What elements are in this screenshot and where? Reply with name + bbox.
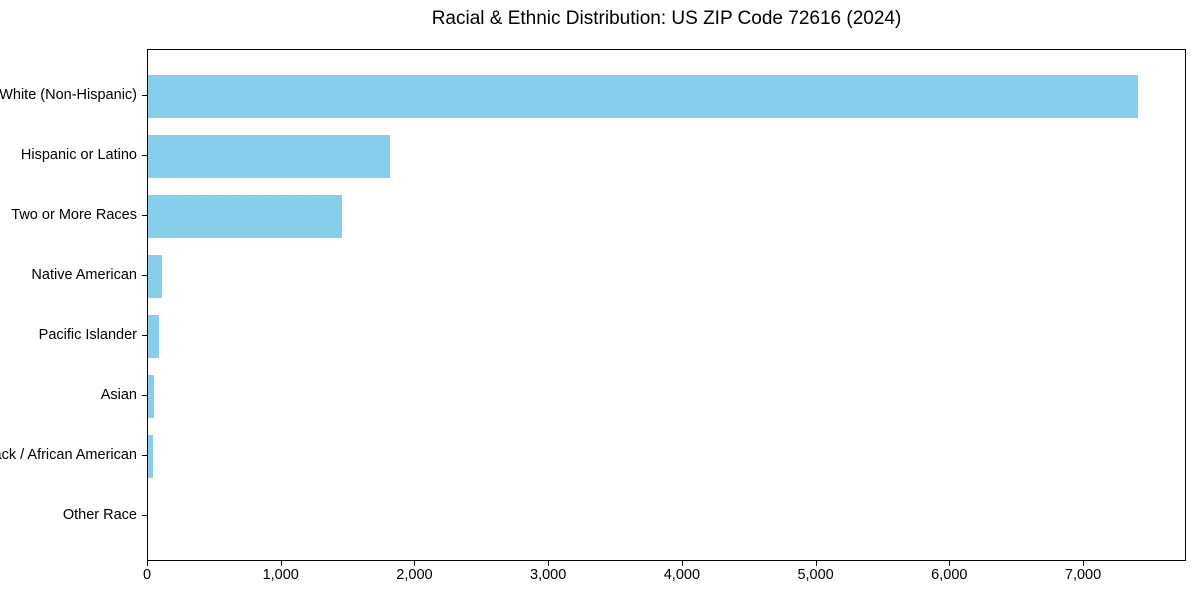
y-tick-label: White (Non-Hispanic) bbox=[0, 87, 137, 103]
bar-hispanic-or-latino bbox=[148, 134, 391, 178]
y-tick-label: Pacific Islander bbox=[38, 327, 137, 343]
y-tick-label: Native American bbox=[31, 267, 137, 283]
y-tick-mark bbox=[142, 155, 147, 156]
x-tick-mark bbox=[681, 561, 683, 566]
y-tick-label: Other Race bbox=[62, 507, 137, 523]
x-tick-mark bbox=[280, 561, 282, 566]
x-tick-label: 3,000 bbox=[530, 567, 567, 583]
bar-black-african-american bbox=[148, 434, 153, 478]
x-tick-label: 2,000 bbox=[396, 567, 433, 583]
y-tick-label: Two or More Races bbox=[11, 207, 137, 223]
y-tick-label: Hispanic or Latino bbox=[20, 147, 137, 163]
y-tick-label: Asian bbox=[100, 387, 137, 403]
x-tick-label: 6,000 bbox=[931, 567, 968, 583]
y-tick-mark bbox=[142, 95, 147, 96]
x-tick-label: 0 bbox=[142, 567, 152, 583]
bar-two-or-more-races bbox=[148, 194, 342, 238]
y-tick-mark bbox=[142, 275, 147, 276]
bar-white-non-hispanic bbox=[148, 74, 1138, 118]
bar-asian bbox=[148, 374, 155, 418]
x-tick-mark bbox=[815, 561, 817, 566]
x-tick-mark bbox=[147, 561, 148, 566]
y-tick-mark bbox=[142, 395, 147, 396]
x-tick-mark bbox=[1083, 561, 1085, 566]
bar-native-american bbox=[148, 254, 163, 298]
x-tick-label: 1,000 bbox=[262, 567, 299, 583]
y-tick-mark bbox=[142, 215, 147, 216]
chart-title: Racial & Ethnic Distribution: US ZIP Cod… bbox=[431, 8, 902, 29]
y-tick-mark bbox=[142, 335, 147, 336]
bar-pacific-islander bbox=[148, 314, 160, 358]
x-tick-mark bbox=[949, 561, 951, 566]
y-tick-label: Black / African American bbox=[0, 447, 137, 463]
x-tick-mark bbox=[414, 561, 416, 566]
plot-area bbox=[147, 49, 1186, 561]
x-tick-label: 5,000 bbox=[797, 567, 834, 583]
x-tick-label: 7,000 bbox=[1064, 567, 1102, 583]
x-tick-mark bbox=[548, 561, 550, 566]
y-tick-mark bbox=[142, 515, 147, 516]
y-tick-mark bbox=[142, 455, 147, 456]
x-tick-label: 4,000 bbox=[663, 567, 701, 583]
